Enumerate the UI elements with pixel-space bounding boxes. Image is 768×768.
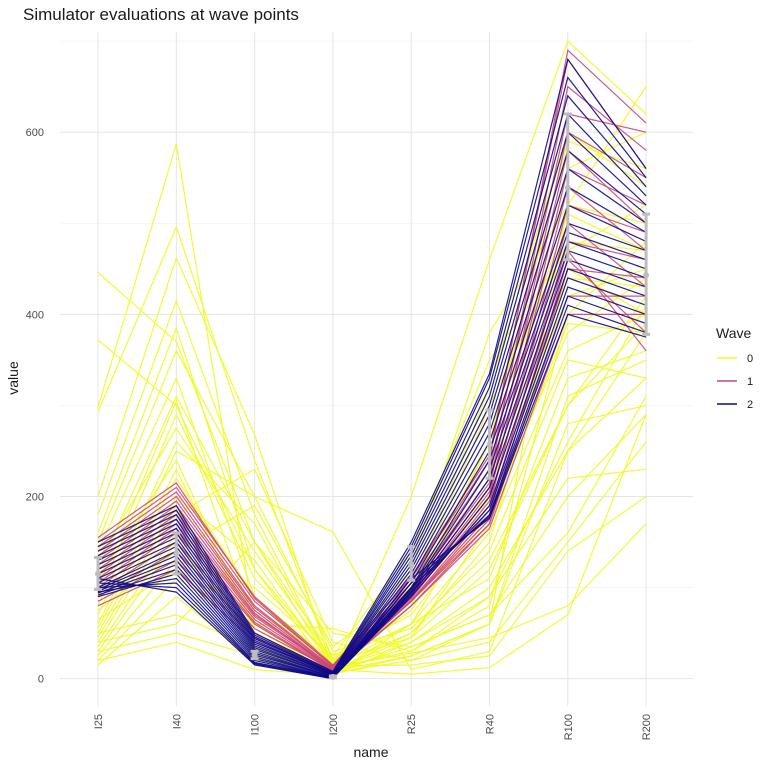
legend: Wave 0 1 2 — [716, 325, 753, 411]
errorbar-point — [408, 561, 415, 568]
errorbar-point — [95, 570, 101, 577]
series-line — [97, 76, 647, 674]
series-line — [97, 94, 647, 674]
errorbar-point — [251, 651, 258, 658]
errorbar-point — [329, 673, 336, 680]
series-line — [97, 112, 647, 674]
x-tick-label: I40 — [171, 714, 183, 729]
series-line — [97, 286, 647, 679]
y-tick-label: 400 — [26, 309, 44, 321]
series-line — [97, 399, 647, 671]
errorbar-point — [173, 550, 180, 557]
series-wave-2 — [97, 57, 647, 680]
errorbar-I40 — [172, 531, 181, 576]
x-tick-label: R100 — [563, 714, 575, 740]
series-wave-0 — [97, 40, 647, 676]
series-line — [97, 249, 647, 678]
series-line — [97, 359, 647, 675]
x-tick-label: I100 — [250, 714, 262, 735]
series-line — [97, 149, 647, 675]
y-tick-label: 0 — [38, 674, 44, 686]
series-line — [97, 295, 647, 679]
series-line — [97, 304, 647, 680]
legend-label: 1 — [747, 376, 753, 388]
series-line — [97, 185, 647, 676]
errorbar-I200 — [328, 673, 337, 680]
series-line — [97, 322, 647, 671]
series-line — [97, 86, 647, 673]
errorbar-R100 — [563, 112, 572, 262]
series-layer — [97, 40, 647, 680]
x-tick-label: R25 — [406, 714, 418, 734]
x-axis: I25 I40 I100 I200 R25 R40 R100 R200 — [93, 714, 653, 740]
errorbar-point — [486, 441, 493, 448]
x-tick-label: R200 — [641, 714, 653, 740]
series-line — [97, 332, 647, 671]
series-line — [97, 131, 647, 671]
series-line — [97, 414, 647, 675]
x-tick-label: I25 — [93, 714, 105, 729]
series-line — [97, 323, 647, 673]
y-tick-label: 600 — [26, 127, 44, 139]
errorbar-point — [564, 184, 571, 191]
errorbar-point — [643, 272, 650, 279]
legend-label: 0 — [747, 353, 753, 365]
series-line — [97, 277, 647, 679]
errorbar-R40 — [485, 408, 494, 480]
series-line — [97, 40, 647, 675]
series-line — [97, 57, 647, 673]
series-line — [97, 268, 647, 679]
series-line — [97, 377, 647, 676]
errorbar-R200 — [642, 212, 651, 336]
series-line — [97, 131, 647, 675]
y-tick-label: 200 — [26, 492, 44, 504]
chart-title: Simulator evaluations at wave points — [23, 5, 299, 24]
series-line — [97, 167, 647, 676]
errorbar-layer — [94, 112, 651, 680]
y-axis: 0 200 400 600 — [26, 127, 44, 685]
errorbar-I100 — [250, 649, 259, 661]
x-axis-title: name — [353, 744, 388, 760]
errorbar-I25 — [94, 556, 102, 591]
series-line — [97, 326, 647, 674]
errorbar-R25 — [407, 545, 416, 582]
series-line — [97, 204, 647, 677]
series-line — [97, 441, 647, 662]
legend-title: Wave — [716, 325, 751, 341]
series-line — [97, 313, 647, 680]
x-tick-label: R40 — [485, 714, 497, 734]
legend-label: 2 — [747, 399, 753, 411]
y-axis-title: value — [5, 361, 21, 395]
x-tick-label: I200 — [328, 714, 340, 735]
